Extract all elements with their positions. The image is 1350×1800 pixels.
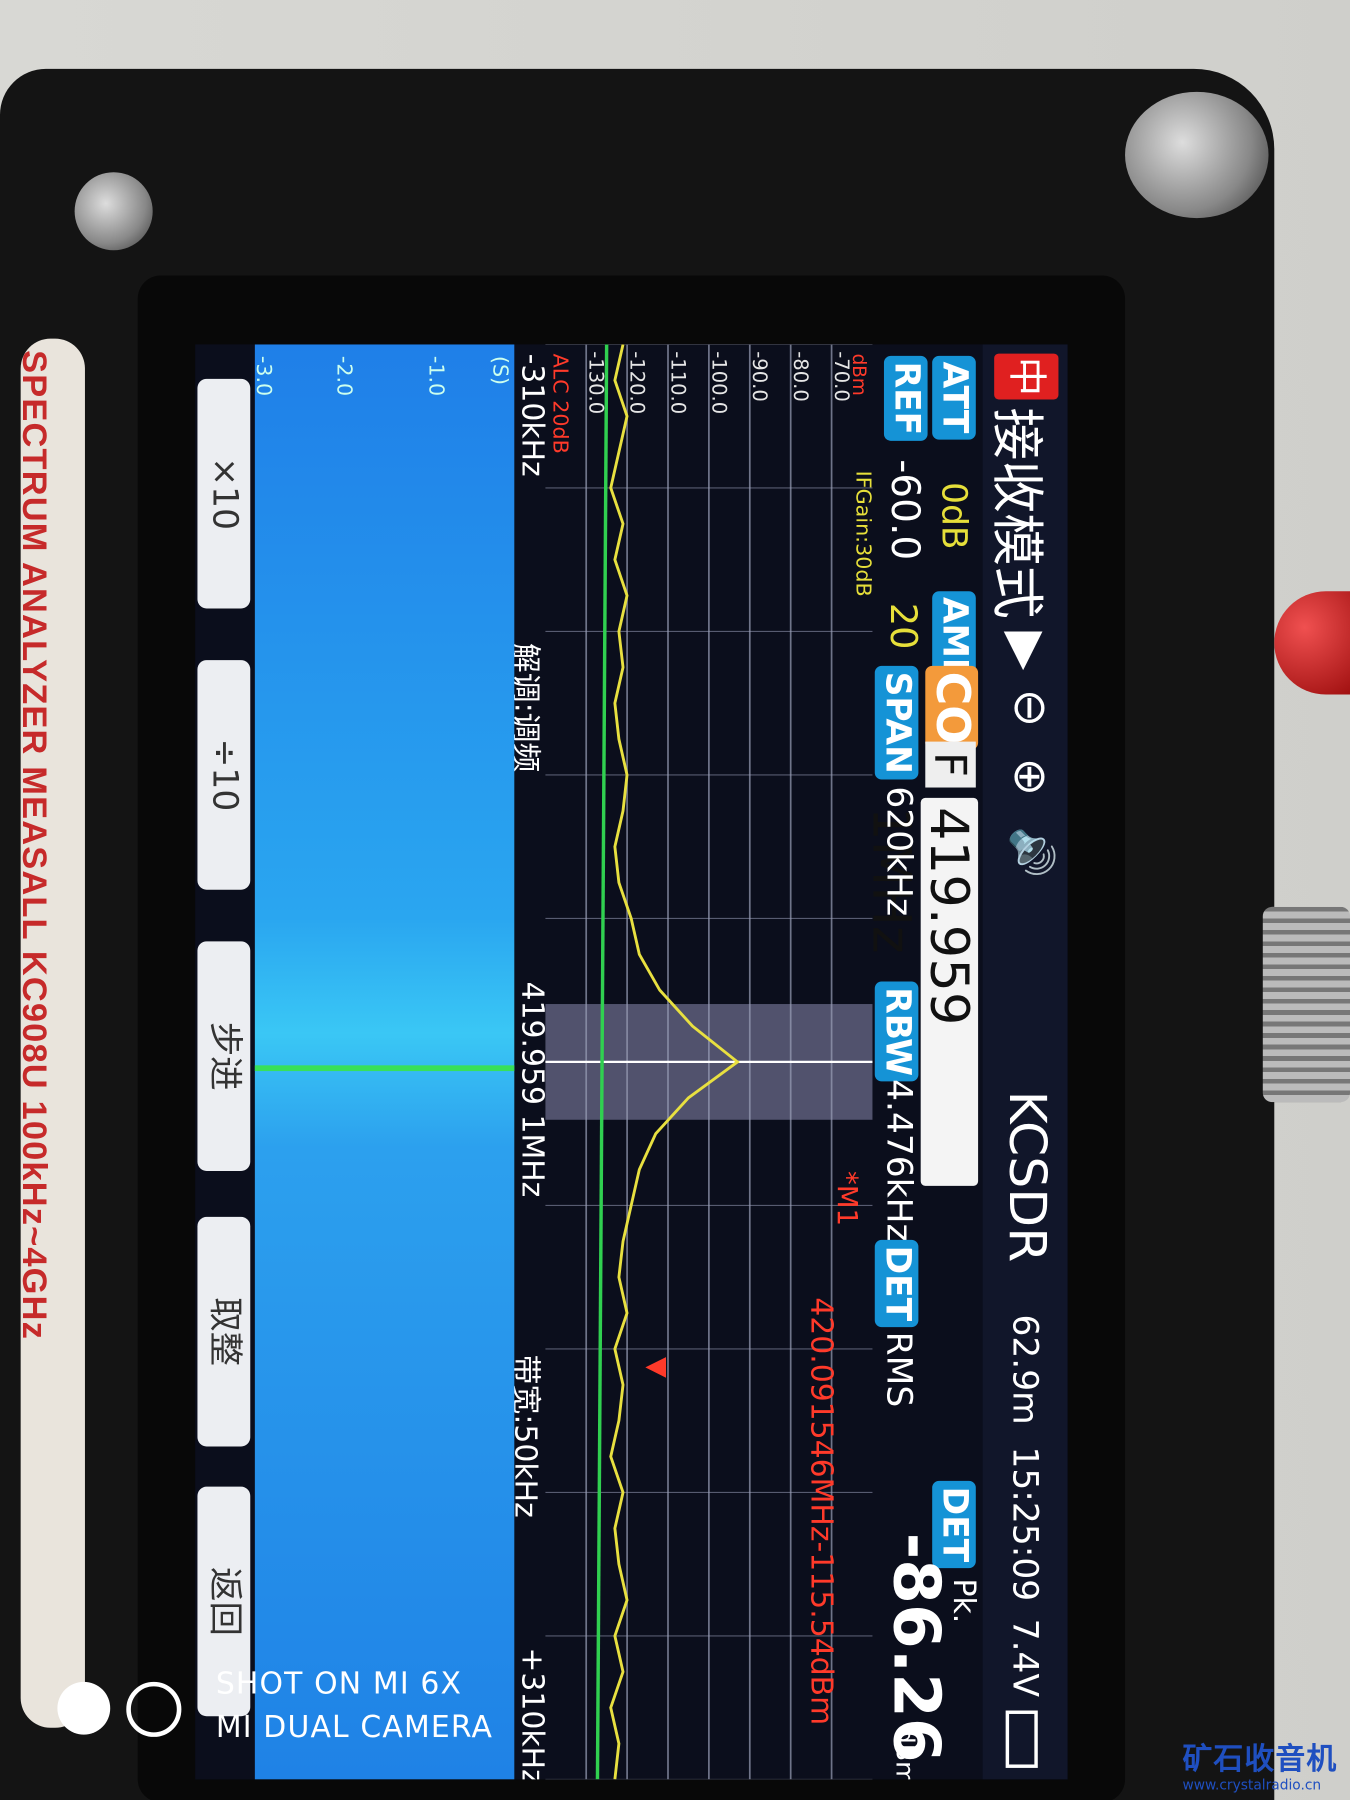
- screw-icon: [74, 172, 153, 251]
- spectrum-graph[interactable]: -70.0 -80.0 -90.0 -100.0 -110.0 -120.0 -130.0: [545, 344, 873, 1780]
- zoom-in-icon[interactable]: ⊕: [1003, 757, 1057, 797]
- rbw-badge[interactable]: RBW: [874, 981, 919, 1082]
- y-tick-label: -100.0: [707, 351, 730, 414]
- y-tick-label: -70.0: [830, 351, 853, 401]
- device-label: SPECTRUM ANALYZER MEASALL KC908U 100kHz~…: [14, 350, 53, 1341]
- y-tick-label: -130.0: [585, 351, 608, 414]
- play-icon[interactable]: ▶: [997, 631, 1057, 671]
- waterfall-display[interactable]: [254, 344, 515, 1780]
- speaker-icon[interactable]: 🔊: [1007, 826, 1056, 879]
- step-button[interactable]: 步进: [197, 941, 251, 1171]
- y-tick-label: -110.0: [666, 351, 689, 414]
- battery-icon: [1005, 1710, 1038, 1768]
- waterfall-time-label: -3.0: [251, 355, 276, 397]
- center-freq-label: 419.959 1MHz: [514, 981, 549, 1198]
- left-freq-label: -310kHz: [514, 353, 549, 477]
- amp-value: 20: [881, 602, 926, 650]
- china-flag-icon: 中: [994, 353, 1059, 400]
- f-badge[interactable]: F: [925, 741, 976, 788]
- mode-label[interactable]: 接收模式: [986, 407, 1049, 619]
- marker-name[interactable]: *M1: [831, 1170, 864, 1227]
- red-knob[interactable]: [1274, 591, 1350, 695]
- clock: 15:25:09: [1004, 1446, 1045, 1602]
- y-tick-label: -120.0: [626, 351, 649, 414]
- screw-icon: [1125, 91, 1269, 219]
- co-badge[interactable]: CO: [925, 665, 979, 751]
- multiply-10-button[interactable]: ×10: [197, 378, 251, 609]
- waterfall-time-label: -1.0: [423, 355, 448, 397]
- y-tick-label: -80.0: [789, 351, 812, 401]
- marker-m1-icon: [645, 1357, 666, 1378]
- center-frequency-input[interactable]: 419.959 1MHz: [861, 797, 980, 1186]
- span-badge[interactable]: SPAN: [874, 665, 919, 780]
- marker-readout: 420.091546MHz-115.54dBm: [803, 1297, 839, 1726]
- att-value: 0dB: [933, 482, 974, 550]
- spectrum-svg: -70.0 -80.0 -90.0 -100.0 -110.0 -120.0 -130.0: [545, 344, 873, 1780]
- power-unit: dBm: [889, 1727, 919, 1780]
- ref-value: -60.0: [881, 459, 928, 561]
- zoom-out-icon[interactable]: ⊖: [1003, 688, 1057, 728]
- site-url: www.crystalradio.cn: [1182, 1777, 1322, 1794]
- y-tick-label: -90.0: [748, 351, 771, 401]
- span-value: 620kHz: [878, 786, 919, 917]
- det-value: RMS: [878, 1331, 919, 1408]
- rbw-value: 4.476kHz: [878, 1079, 919, 1242]
- waterfall-time-label: -2.0: [331, 355, 356, 397]
- watermark-line1: SHOT ON MI 6X: [215, 1666, 463, 1702]
- waterfall-time-label: (S): [487, 355, 513, 386]
- rf-connector: [1262, 906, 1350, 1103]
- camera-logo-icon: [57, 1681, 111, 1735]
- camera-logo-icon: [126, 1681, 182, 1737]
- att-badge[interactable]: ATT: [932, 355, 976, 440]
- unit-label: dBm: [848, 353, 871, 396]
- spectrum-trace: [609, 344, 740, 1780]
- round-button[interactable]: 取整: [197, 1216, 251, 1447]
- right-freq-label: +310kHz: [514, 1647, 549, 1780]
- battery-voltage: 7.4V: [1004, 1618, 1045, 1698]
- watermark-line2: MI DUAL CAMERA: [215, 1710, 494, 1745]
- waterfall-signal-line: [254, 1065, 515, 1072]
- reference-level-line: [595, 344, 609, 1780]
- divide-10-button[interactable]: ÷10: [197, 660, 251, 890]
- site-logo-text: 矿石收音机: [1182, 1742, 1338, 1778]
- det-badge[interactable]: DET: [874, 1239, 919, 1327]
- ref-badge[interactable]: REF: [883, 355, 928, 441]
- alc-label: ALC 20dB: [547, 353, 572, 454]
- brand: KCSDR: [997, 1090, 1057, 1263]
- memory-readout: 62.9m: [1004, 1314, 1045, 1425]
- device-label-strip: [20, 338, 85, 1728]
- analyzer-screen: 中 接收模式 ▶ ⊖ ⊕ 🔊 KCSDR 62.9m 15:25:09 7.4V…: [195, 344, 1068, 1780]
